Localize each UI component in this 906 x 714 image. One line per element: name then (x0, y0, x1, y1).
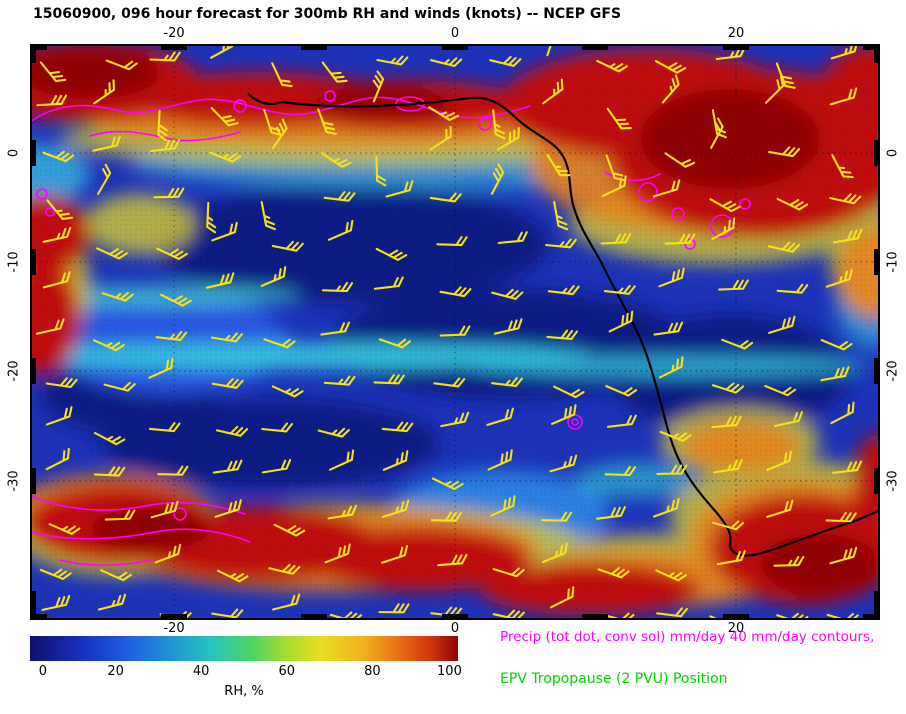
map-area (30, 44, 880, 620)
map-canvas (30, 44, 880, 620)
x-axis-label-bottom: 20 (727, 621, 745, 636)
colorbar-tick-label: 20 (107, 664, 124, 679)
x-axis-label-top: 0 (450, 26, 460, 41)
y-axis-label-right: -20 (885, 360, 901, 382)
x-axis-label-bottom: 0 (450, 621, 460, 636)
legend-epv-tropopause: EPV Tropopause (2 PVU) Position (500, 671, 728, 687)
y-axis-label-left: -10 (6, 251, 22, 273)
y-axis-label-left: -20 (6, 360, 22, 382)
y-axis-label-left: -30 (6, 470, 22, 492)
colorbar-title: RH, % (224, 684, 264, 699)
colorbar-tick-label: 80 (364, 664, 381, 679)
y-axis-label-right: -10 (885, 251, 901, 273)
figure-title: 15060900, 096 hour forecast for 300mb RH… (33, 6, 622, 22)
x-axis-label-top: -20 (163, 26, 185, 41)
y-axis-label-right: -30 (885, 470, 901, 492)
colorbar-tick-label: 100 (437, 664, 462, 679)
y-axis-label-right: 0 (885, 148, 901, 158)
colorbar-ticks: 0 20 40 60 80 100 (30, 664, 462, 680)
legend-precip-contours: Precip (tot dot, conv sol) mm/day 40 mm/… (500, 629, 875, 645)
precip-contours (30, 90, 751, 567)
x-axis-label-top: 20 (727, 26, 745, 41)
colorbar-tick-label: 40 (192, 664, 210, 679)
colorbar-tick-label: 60 (278, 664, 296, 679)
colorbar-gradient (30, 636, 458, 661)
y-axis-label-left: 0 (6, 148, 22, 158)
x-axis-label-bottom: -20 (163, 621, 185, 636)
rh-field (30, 44, 880, 620)
coastline (247, 93, 880, 557)
colorbar-tick-label: 0 (38, 664, 47, 679)
map-frame (30, 44, 880, 620)
